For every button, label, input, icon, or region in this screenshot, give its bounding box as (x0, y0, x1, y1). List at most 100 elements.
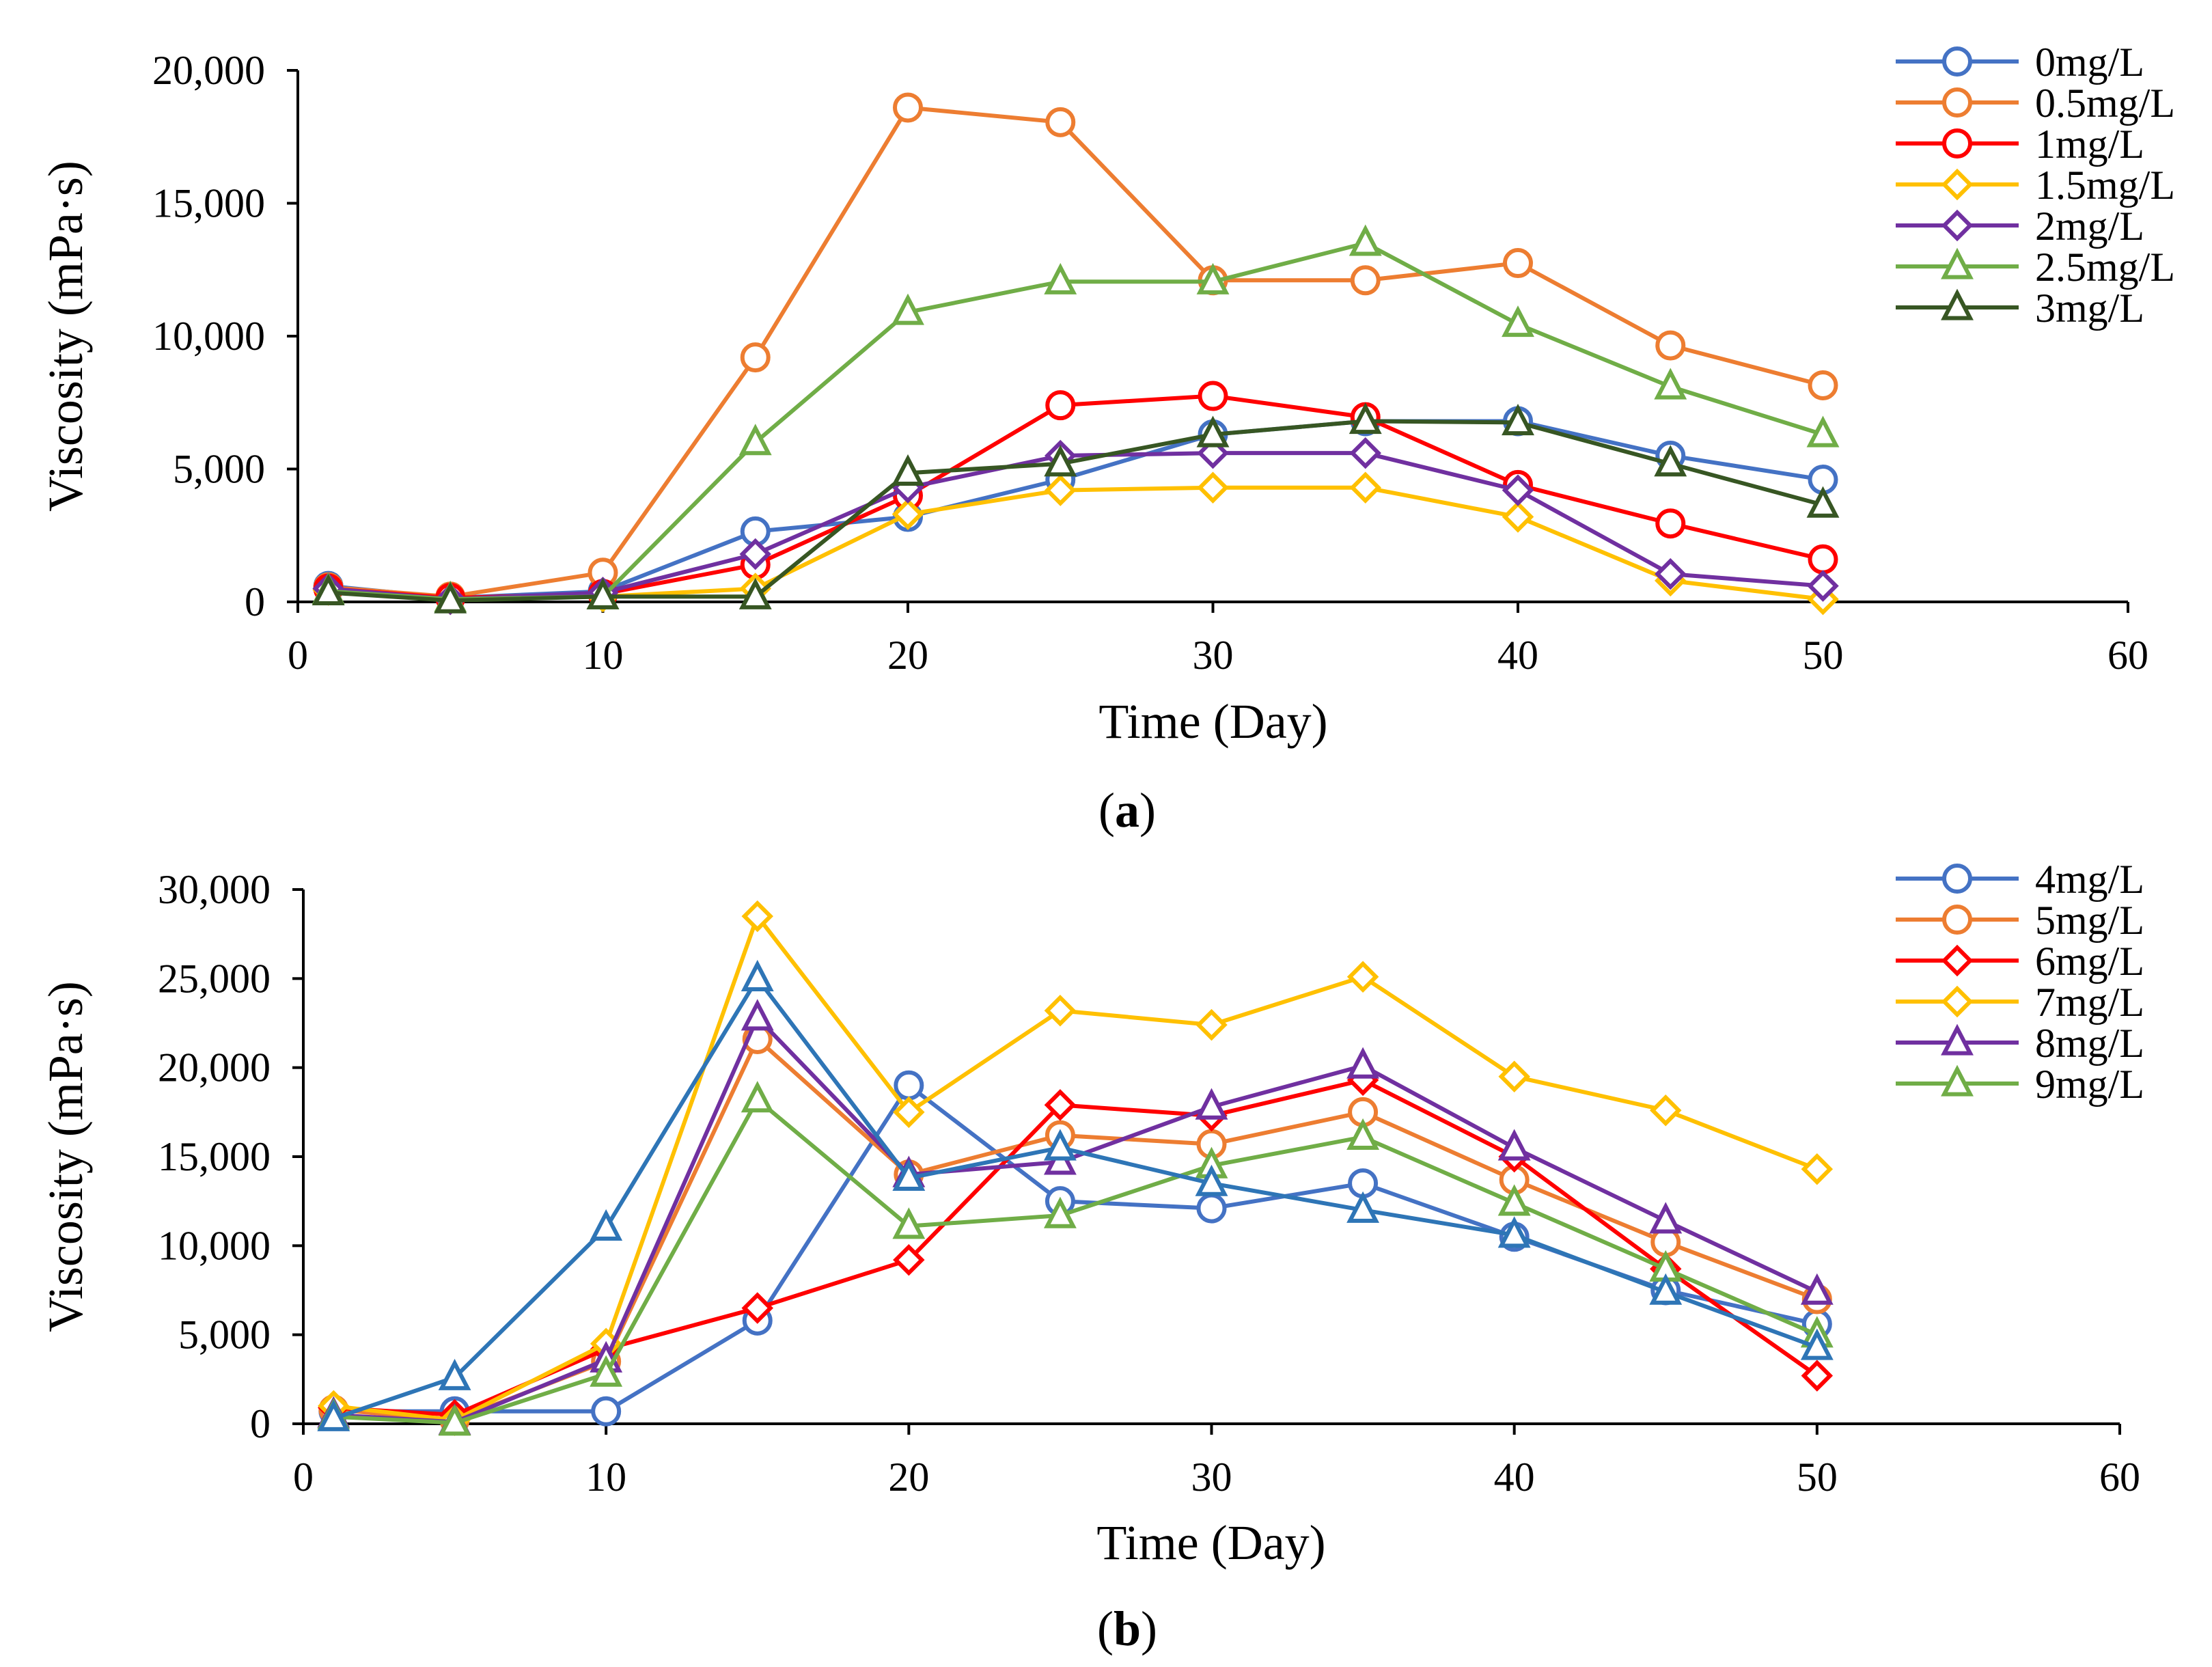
data-point (1801, 1153, 1834, 1185)
data-point (434, 581, 467, 614)
data-point (1346, 1047, 1380, 1079)
series-line (333, 976, 1818, 1421)
data-point (891, 498, 924, 530)
x-tick-label: 20 (887, 633, 928, 678)
data-point (1649, 1202, 1683, 1234)
x-tick-label: 30 (1193, 633, 1234, 678)
legend: 0mg/L0.5mg/L1mg/L1.5mg/L2mg/L2.5mg/L3mg/… (1896, 40, 2175, 331)
y-tick-label: 5,000 (173, 447, 265, 492)
x-tick-label: 30 (1191, 1455, 1232, 1500)
legend-label: 6mg/L (2035, 939, 2144, 984)
legend-label: 7mg/L (2035, 980, 2144, 1025)
panel-label-b: b (1114, 1601, 1141, 1656)
data-point (312, 573, 345, 606)
y-tick-label: 20,000 (158, 1045, 271, 1090)
data-point (893, 1243, 925, 1276)
data-point (891, 454, 924, 486)
y-axis-title: Viscosity (mPa·s) (38, 161, 93, 512)
chart-panel-b: 0 10 20 30 40 50 60 0 5,000 10,000 15,000 20,000 25,… (38, 857, 2144, 1656)
legend-label: 5mg/L (2035, 898, 2144, 943)
data-point (892, 1159, 926, 1191)
data-point (1806, 486, 1840, 518)
legend-item: 8mg/L (1896, 1021, 2144, 1066)
y-tick-label: 20,000 (152, 48, 265, 93)
data-point (1195, 1088, 1228, 1120)
legend-item: 0.5mg/L (1896, 81, 2175, 126)
x-axis-title: Time (Day) (1096, 1515, 1325, 1570)
series-line (328, 240, 1824, 602)
data-point (1044, 262, 1077, 294)
data-point (1349, 402, 1382, 435)
data-point (1655, 508, 1686, 539)
series-0-5mgL (313, 92, 1838, 612)
legend-marker (1941, 985, 1974, 1018)
data-point (1197, 471, 1229, 504)
series-unlabeled-6 (317, 959, 1834, 1431)
data-point (1502, 474, 1534, 506)
data-point (1349, 437, 1381, 469)
data-point (1349, 471, 1381, 504)
legend-item: 4mg/L (1896, 857, 2144, 902)
legend-label: 3mg/L (2035, 286, 2144, 331)
data-point (1044, 1089, 1077, 1121)
data-point (1195, 1164, 1228, 1196)
y-tick-label: 5,000 (178, 1312, 271, 1358)
legend-label: 0mg/L (2035, 40, 2144, 85)
legend-item: 1.5mg/L (1896, 163, 2175, 208)
axis-ticks: 0 10 20 30 40 50 60 0 5,000 10,000 15,000 20,000 25,… (158, 867, 2140, 1500)
y-tick-label: 0 (245, 579, 265, 624)
data-point (741, 959, 774, 992)
data-point (1045, 390, 1076, 421)
data-point (1346, 961, 1379, 993)
data-point (1498, 1060, 1530, 1092)
data-point (317, 1399, 350, 1431)
x-tick-label: 0 (293, 1455, 314, 1500)
data-point (894, 1070, 924, 1101)
data-point (1808, 370, 1838, 400)
data-point (1045, 107, 1076, 137)
series-3mgL (312, 402, 1840, 614)
data-point (1654, 368, 1687, 400)
legend-item: 0mg/L (1896, 40, 2144, 85)
series-7mgL (318, 900, 1834, 1437)
data-point (741, 1081, 774, 1113)
legend-label: 8mg/L (2035, 1021, 2144, 1066)
data-point (1807, 570, 1839, 602)
legend-label: 1mg/L (2035, 122, 2144, 167)
data-point (1350, 265, 1381, 296)
data-point (741, 1292, 773, 1324)
legend-label: 1.5mg/L (2035, 163, 2175, 208)
legend-marker (1942, 46, 1972, 77)
series-line (328, 419, 1824, 603)
data-point (1196, 1193, 1227, 1224)
data-point (1503, 248, 1533, 279)
data-point (1655, 557, 1687, 590)
legend-item: 7mg/L (1896, 980, 2144, 1025)
x-tick-label: 20 (888, 1455, 929, 1500)
x-tick-label: 60 (2107, 633, 2148, 678)
legend-item: 1mg/L (1896, 122, 2144, 167)
data-point (1654, 445, 1687, 477)
data-point (1346, 1118, 1380, 1151)
legend-marker (1942, 864, 1972, 894)
data-point (1043, 1129, 1077, 1161)
legend-label: 2.5mg/L (2035, 245, 2175, 290)
series-layer (312, 92, 1840, 616)
x-axis-title: Time (Day) (1098, 694, 1327, 749)
data-point (590, 1355, 623, 1387)
data-point (1346, 1191, 1380, 1223)
data-point (438, 1358, 471, 1390)
data-point (438, 1404, 471, 1436)
data-point (1808, 544, 1838, 575)
chart-panel-a: 0 10 20 30 40 50 60 0 5,000 10,000 15,000 20,000 0m… (38, 40, 2175, 838)
data-point (1044, 445, 1077, 477)
legend-marker (1942, 128, 1972, 159)
data-point (1196, 415, 1230, 447)
series-line (328, 394, 1824, 601)
legend-marker (1941, 209, 1974, 242)
panel-caption-a: (a) (1098, 783, 1156, 838)
panel-caption-b: (b) (1097, 1601, 1157, 1656)
data-point (1497, 1184, 1531, 1216)
